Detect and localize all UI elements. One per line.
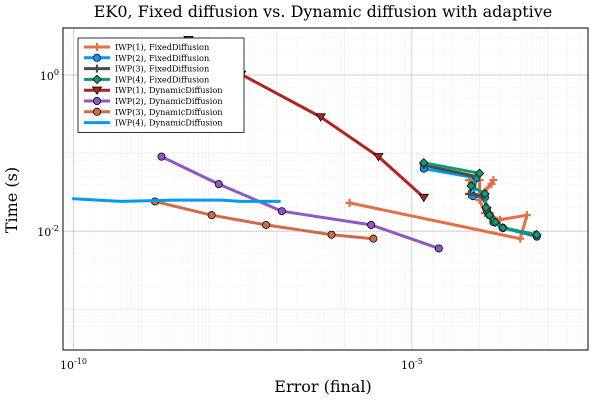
plot-area: 10-10 10-5 100 10-2 [37,27,589,372]
x-axis-label: Error (final) [274,377,371,396]
series-4-point [490,217,500,227]
legend-marker-2 [93,53,102,62]
x-tick-label: 10-5 [401,357,423,372]
legend-marker-5 [91,86,103,96]
series-4-point [484,210,495,220]
series-1-point [489,176,498,185]
legend-label-8: IWP(4), DynamicDiffusion [115,118,223,128]
series-6-point [214,180,223,189]
y-axis-label: Time (s) [2,167,21,233]
series-4-point [532,229,542,240]
series-1-point [345,198,354,207]
legend-label-3: IWP(3), FixedDiffusion [115,64,210,74]
chart-title: EK0, Fixed diffusion vs. Dynamic diffusi… [94,2,553,21]
series-4-point [481,202,491,213]
series-6-point [434,244,443,253]
series-7-point [207,211,216,220]
series-4-point [497,223,508,233]
series-5-point [418,193,430,203]
plot-frame [62,27,589,351]
legend-marker-7 [93,107,102,116]
series-6-point [277,207,286,216]
series-7-point [262,220,271,229]
series-6-point [367,220,376,229]
legend-marker-1 [93,43,101,51]
legend-label-1: IWP(1), FixedDiffusion [115,42,210,52]
series-5-point [315,113,326,122]
legend-label-6: IWP(2), DynamicDiffusion [115,96,223,106]
series-5-point [373,153,384,162]
series-4-point [474,168,485,179]
series-6-point [157,152,166,161]
legend-marker-4 [92,74,102,85]
series-1-point [522,211,531,220]
y-tick-label: 100 [40,68,59,83]
y-tick-label: 10-2 [37,224,59,239]
series-3-point [465,189,474,198]
series-7-point [327,230,336,239]
legend-marker-6 [93,97,102,106]
x-tick-label: 10-10 [60,357,87,372]
legend-marker-3 [93,64,101,73]
legend-label-5: IWP(1), DynamicDiffusion [115,85,223,95]
series-4-point [419,158,429,168]
legend-box [77,37,245,133]
series-line-8 [72,197,281,203]
legend-label-7: IWP(3), DynamicDiffusion [115,107,223,117]
legend-label-2: IWP(2), FixedDiffusion [115,53,210,63]
series-4-point [480,189,490,199]
series-4-point [466,181,476,191]
series-1-point [516,234,525,243]
legend-label-4: IWP(4), FixedDiffusion [115,74,210,84]
series-7-point [369,234,378,243]
